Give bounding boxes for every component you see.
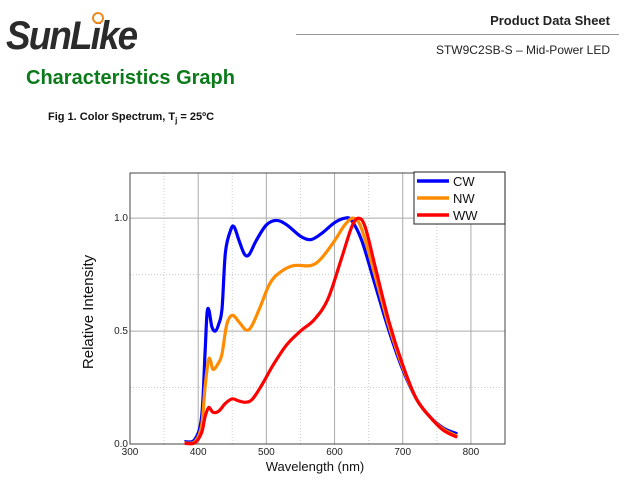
section-title: Characteristics Graph [26, 67, 235, 89]
model-name: STW9C2SB-S – Mid-Power LED [435, 43, 610, 57]
header-divider [296, 34, 619, 35]
caption-subscript: j [175, 116, 178, 126]
legend: CW NW WW [413, 171, 506, 225]
series-line-cw [184, 216, 458, 444]
doc-title: Product Data Sheet [490, 13, 610, 28]
caption-text-end: = 25ºC [177, 111, 215, 123]
y-tick-label: 0.5 [114, 326, 128, 337]
legend-label: CW [453, 174, 475, 189]
x-axis-label: Wavelength (nm) [266, 459, 365, 474]
caption-text: Fig 1. Color Spectrum, T [48, 111, 176, 123]
series-line-ww [184, 216, 458, 446]
x-tick-label: 600 [326, 447, 343, 458]
x-tick-label: 300 [122, 447, 139, 458]
sunlike-logo: SunLike [6, 14, 138, 58]
legend-label: WW [453, 208, 478, 223]
y-axis-label: Relative Intensity [80, 254, 97, 369]
logo-dot-icon [92, 12, 104, 24]
legend-label: NW [453, 191, 475, 206]
y-tick-label: 0.0 [114, 439, 128, 450]
x-tick-label: 400 [190, 447, 207, 458]
x-tick-label: 700 [394, 447, 411, 458]
y-tick-label: 1.0 [114, 213, 128, 224]
figure-caption: Fig 1. Color Spectrum, Tj = 25ºC [48, 111, 214, 125]
plot-frame [129, 172, 506, 445]
x-tick-label: 800 [463, 447, 480, 458]
x-tick-label: 500 [258, 447, 275, 458]
